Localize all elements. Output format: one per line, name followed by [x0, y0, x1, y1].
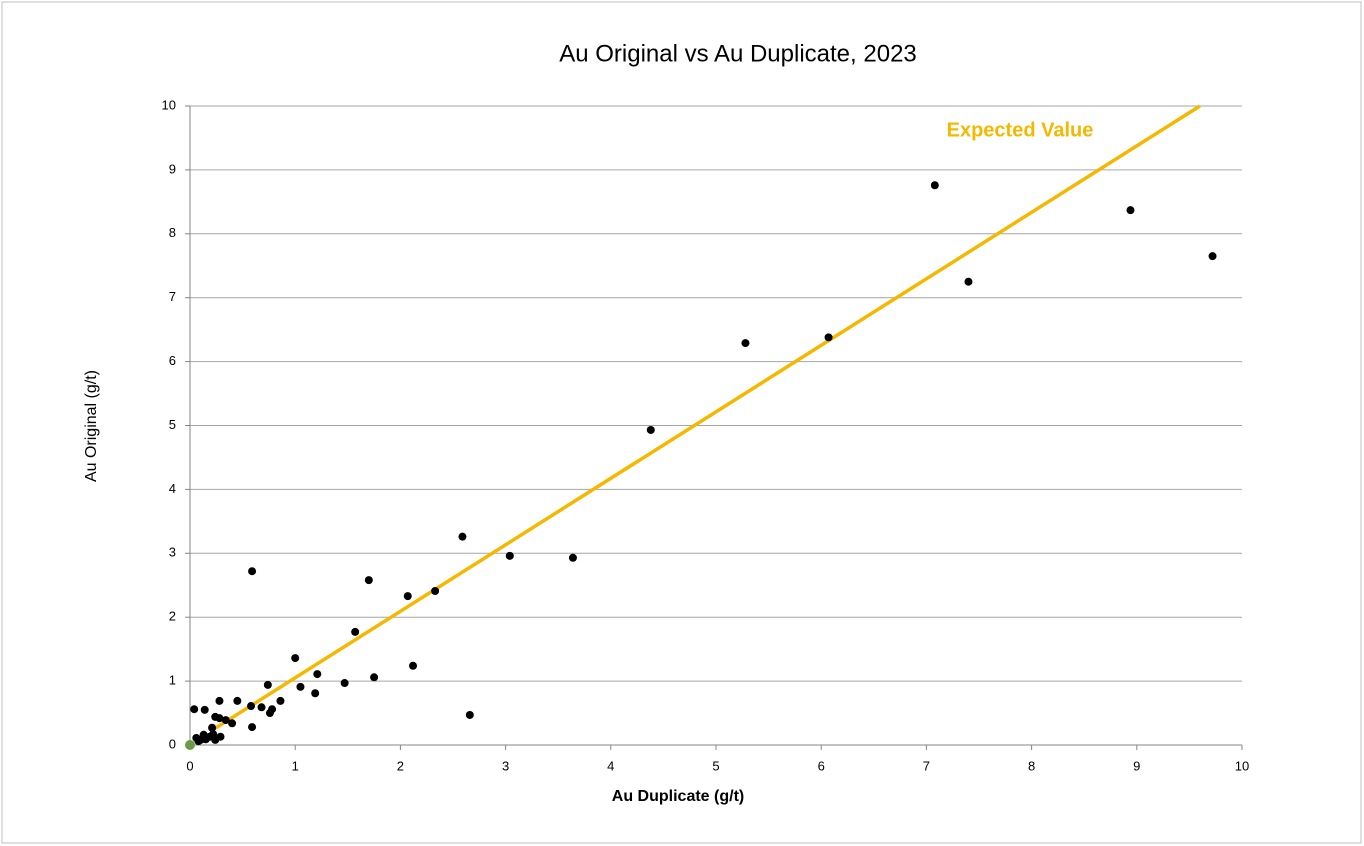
y-axis-label: Au Original (g/t) [83, 370, 100, 482]
data-point [313, 670, 322, 679]
x-tick-label: 4 [607, 758, 614, 773]
y-tick-label: 10 [162, 97, 176, 112]
data-point [364, 576, 373, 585]
data-point [351, 627, 360, 636]
data-point [403, 592, 412, 601]
data-point [296, 682, 305, 691]
x-tick-label: 10 [1235, 758, 1249, 773]
data-point [370, 673, 379, 682]
y-tick-label: 4 [169, 481, 176, 496]
data-point [1126, 206, 1135, 215]
y-tick-label: 3 [169, 545, 176, 560]
x-tick-label: 6 [818, 758, 825, 773]
data-point [211, 735, 220, 744]
data-point [215, 714, 224, 723]
x-tick-label: 5 [712, 758, 719, 773]
data-point [228, 719, 237, 728]
expected-value-line [210, 104, 1201, 733]
data-point [1208, 252, 1217, 261]
data-point [505, 551, 514, 560]
data-point [431, 587, 440, 596]
data-point [194, 737, 203, 746]
data-point [257, 703, 266, 712]
x-tick-label: 1 [292, 758, 299, 773]
data-point [221, 716, 230, 725]
data-point [208, 723, 217, 732]
data-point [824, 333, 833, 342]
x-tick-label: 0 [186, 758, 193, 773]
data-point [930, 181, 939, 190]
x-tick-label: 3 [502, 758, 509, 773]
x-tick-label: 9 [1133, 758, 1140, 773]
data-point [233, 696, 242, 705]
data-point [291, 654, 300, 663]
y-tick-label: 2 [169, 609, 176, 624]
data-point [248, 567, 257, 576]
y-tick-label: 1 [169, 673, 176, 688]
data-point [964, 277, 973, 286]
data-point [276, 696, 285, 705]
y-tick-label: 0 [169, 736, 176, 751]
data-point [311, 689, 320, 698]
data-point [568, 553, 577, 562]
y-tick-label: 9 [169, 161, 176, 176]
x-tick-label: 2 [397, 758, 404, 773]
data-point [741, 339, 750, 348]
chart-title: Au Original vs Au Duplicate, 2023 [559, 40, 917, 67]
x-tick-label: 7 [923, 758, 930, 773]
y-tick-label: 7 [169, 289, 176, 304]
data-point [340, 679, 349, 688]
y-tick-label: 8 [169, 225, 176, 240]
data-point [185, 740, 195, 750]
data-point [465, 710, 474, 719]
data-point [265, 709, 274, 718]
y-tick-label: 6 [169, 353, 176, 368]
data-point [646, 425, 655, 434]
y-tick-label: 5 [169, 417, 176, 432]
data-point [409, 661, 418, 670]
data-point [248, 723, 257, 732]
data-point [458, 532, 467, 541]
data-point [200, 705, 209, 714]
line-annotation: Expected Value [947, 119, 1094, 141]
data-point [190, 705, 199, 714]
data-point [215, 696, 224, 705]
data-point [199, 730, 208, 739]
data-point [263, 680, 272, 689]
x-axis-label: Au Duplicate (g/t) [612, 788, 744, 805]
data-point [247, 702, 256, 711]
x-tick-label: 8 [1028, 758, 1035, 773]
